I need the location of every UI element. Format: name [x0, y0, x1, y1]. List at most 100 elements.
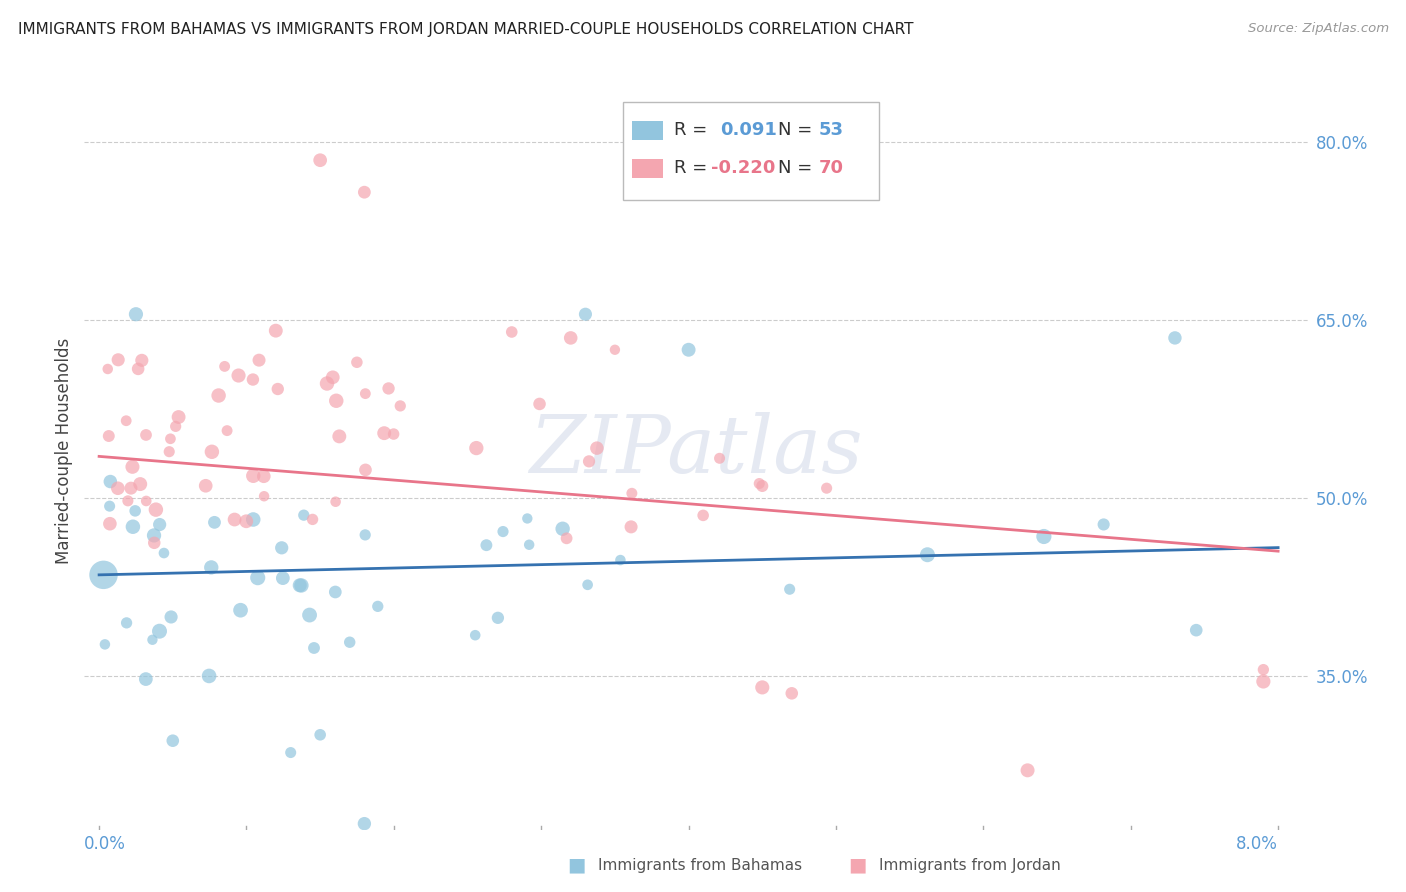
Point — [94, 637, 117, 651]
Point — [143, 528, 166, 542]
Point — [217, 424, 239, 438]
Point — [160, 610, 183, 624]
Point — [149, 517, 172, 532]
FancyBboxPatch shape — [633, 120, 664, 140]
Point — [464, 628, 486, 642]
Point — [167, 410, 190, 425]
Point — [325, 393, 347, 408]
Point — [228, 368, 250, 383]
Point — [165, 419, 187, 434]
Point — [229, 603, 252, 617]
Point — [280, 746, 302, 760]
Point — [574, 307, 596, 321]
Point — [129, 477, 152, 491]
Point — [242, 468, 264, 483]
Point — [271, 571, 294, 585]
Point — [124, 504, 146, 518]
Point — [1092, 517, 1115, 532]
Point — [322, 370, 344, 384]
Point — [678, 343, 700, 357]
Point — [107, 481, 129, 495]
Point — [1017, 764, 1039, 778]
Point — [141, 632, 163, 647]
Point — [264, 324, 287, 338]
Point — [246, 571, 269, 585]
Point — [200, 560, 222, 574]
Point — [235, 514, 257, 528]
Point — [620, 520, 643, 534]
Point — [198, 669, 221, 683]
Point — [204, 516, 226, 530]
Point — [135, 494, 157, 508]
Point — [1185, 623, 1208, 637]
Point — [97, 362, 120, 376]
Point — [486, 611, 509, 625]
Point — [692, 508, 714, 523]
Point — [389, 399, 412, 413]
Point — [339, 635, 361, 649]
Point — [465, 441, 488, 455]
Point — [131, 353, 153, 368]
Text: 53: 53 — [818, 121, 844, 139]
Point — [162, 733, 184, 747]
Text: Immigrants from Bahamas: Immigrants from Bahamas — [598, 858, 801, 872]
Text: IMMIGRANTS FROM BAHAMAS VS IMMIGRANTS FROM JORDAN MARRIED-COUPLE HOUSEHOLDS CORR: IMMIGRANTS FROM BAHAMAS VS IMMIGRANTS FR… — [18, 22, 914, 37]
Point — [267, 382, 290, 396]
Point — [748, 476, 770, 491]
Text: -0.220: -0.220 — [710, 160, 775, 178]
Point — [159, 432, 181, 446]
Point — [751, 479, 773, 493]
Text: 70: 70 — [818, 160, 844, 178]
Text: N =: N = — [778, 121, 818, 139]
Point — [323, 585, 346, 599]
Point — [214, 359, 236, 374]
Point — [201, 445, 224, 459]
Point — [501, 325, 523, 339]
Point — [270, 541, 292, 555]
Point — [551, 522, 574, 536]
Point — [253, 489, 276, 503]
Point — [120, 481, 142, 495]
Point — [751, 681, 773, 695]
Point — [316, 376, 339, 391]
Point — [1253, 663, 1275, 677]
Point — [353, 816, 375, 830]
Text: ■: ■ — [567, 855, 586, 875]
Text: 8.0%: 8.0% — [1236, 836, 1278, 854]
Point — [298, 608, 321, 623]
Point — [529, 397, 551, 411]
Point — [143, 536, 166, 550]
Text: ■: ■ — [848, 855, 868, 875]
Point — [516, 511, 538, 525]
Point — [288, 578, 311, 592]
Point — [325, 494, 347, 508]
Point — [367, 599, 389, 614]
Point — [377, 381, 399, 395]
FancyBboxPatch shape — [633, 159, 664, 178]
Point — [125, 307, 148, 321]
Point — [517, 538, 540, 552]
Point — [98, 516, 121, 531]
Point — [292, 508, 315, 523]
Point — [309, 153, 332, 168]
Point — [290, 578, 312, 592]
Text: 0.0%: 0.0% — [84, 836, 127, 854]
Point — [815, 481, 838, 495]
Point — [302, 640, 325, 655]
Point — [576, 578, 599, 592]
Point — [560, 331, 582, 345]
Point — [620, 486, 643, 500]
Point — [709, 451, 731, 466]
Point — [194, 479, 217, 493]
Point — [242, 512, 264, 526]
Text: R =: R = — [673, 160, 713, 178]
Point — [153, 546, 176, 560]
Point — [253, 469, 276, 483]
Point — [247, 353, 270, 368]
Point — [1032, 529, 1054, 543]
Point — [555, 531, 578, 545]
Text: ZIPatlas: ZIPatlas — [529, 412, 863, 489]
Point — [148, 624, 170, 639]
Point — [780, 686, 803, 700]
Point — [145, 502, 167, 516]
